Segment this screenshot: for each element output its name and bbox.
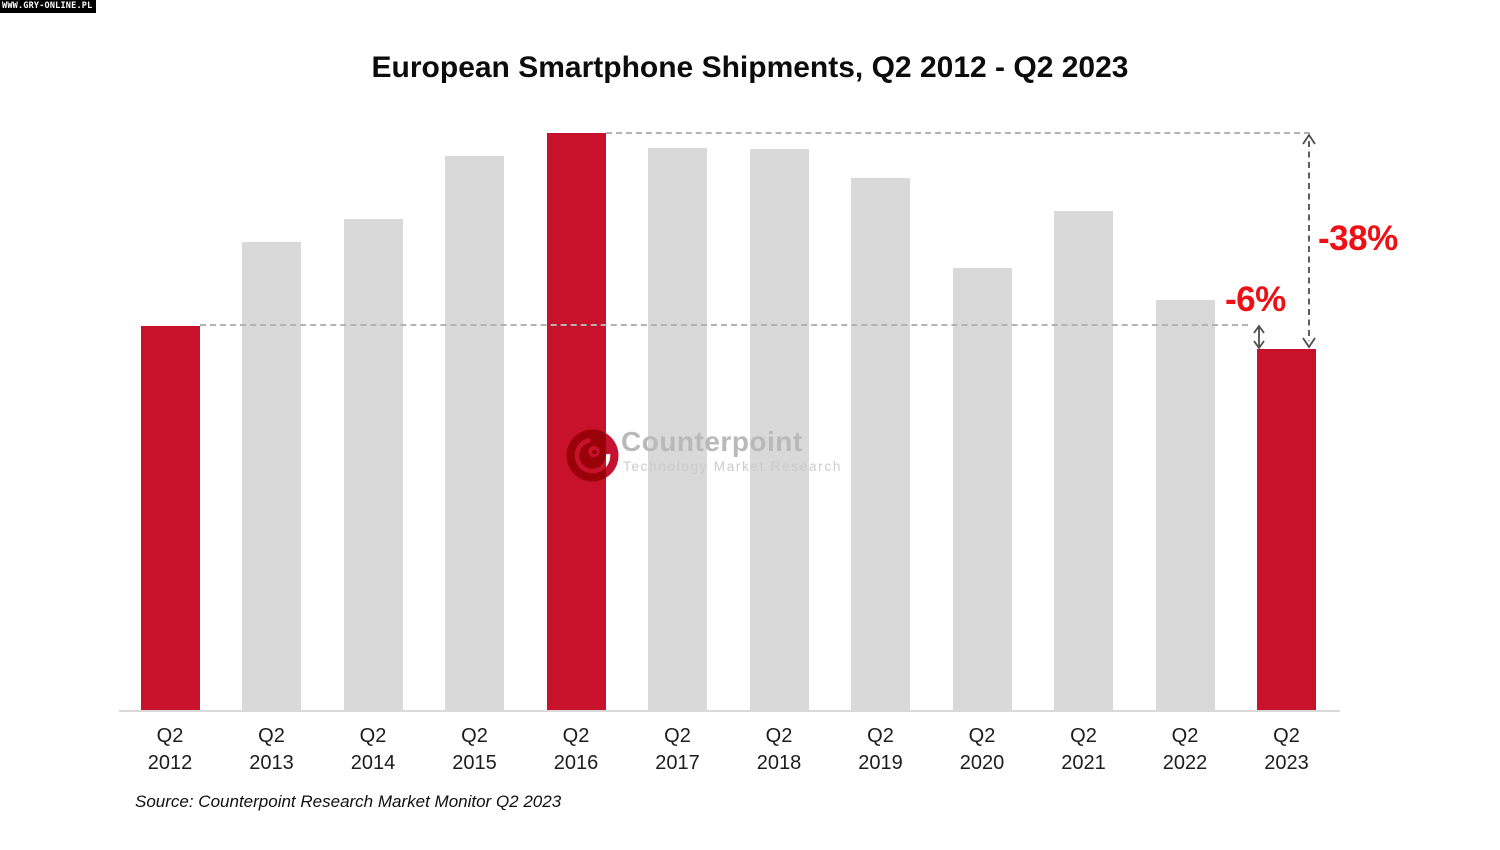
site-watermark-badge: WWW.GRY-ONLINE.PL [0, 0, 97, 13]
bar-2022 [1155, 300, 1215, 710]
counterpoint-logo-icon [566, 429, 619, 482]
x-axis-label-2021: Q2 2021 [1061, 725, 1106, 774]
watermark-brand-text: Counterpoint [621, 426, 803, 457]
x-axis-line [119, 710, 1340, 712]
bar-2021 [1054, 211, 1113, 710]
source-note: Source: Counterpoint Research Market Mon… [135, 792, 562, 811]
bar-2014 [343, 219, 403, 710]
x-axis-label-2017: Q2 2017 [655, 725, 700, 774]
drop-arrow-6-icon [1253, 324, 1265, 350]
bar-2023 [1257, 349, 1316, 710]
x-axis-label-2022: Q2 2022 [1162, 725, 1208, 774]
watermark-tagline-text: Technology Market Research [623, 459, 843, 474]
x-axis-label-2014: Q2 2014 [350, 725, 396, 774]
bar-2016 [546, 133, 606, 710]
guide-line-2016-peak [606, 132, 1310, 134]
chart-title: European Smartphone Shipments, Q2 2012 -… [371, 51, 1129, 84]
x-axis-label-2018: Q2 2018 [756, 725, 802, 774]
annotation-drop-38: -38% [1318, 219, 1398, 258]
bar-2018 [749, 149, 809, 710]
drop-arrow-38-icon [1302, 133, 1316, 349]
x-axis-label-2016: Q2 2016 [553, 725, 599, 774]
x-axis-label-2012: Q2 2012 [147, 725, 193, 774]
x-axis-label-2015: Q2 2015 [452, 725, 497, 774]
bar-2015 [445, 156, 504, 710]
bar-2020 [952, 268, 1012, 710]
guide-line-2012-level [200, 324, 1248, 326]
x-axis-label-2023: Q2 2023 [1264, 725, 1309, 774]
x-axis-label-2019: Q2 2019 [858, 725, 903, 774]
bar-2013 [242, 242, 301, 710]
x-axis-label-2020: Q2 2020 [959, 725, 1005, 774]
annotation-drop-6: -6% [1225, 280, 1286, 319]
bar-2019 [851, 178, 910, 710]
x-axis-label-2013: Q2 2013 [249, 725, 294, 774]
bar-2017 [648, 148, 707, 710]
bar-2012 [140, 326, 200, 710]
